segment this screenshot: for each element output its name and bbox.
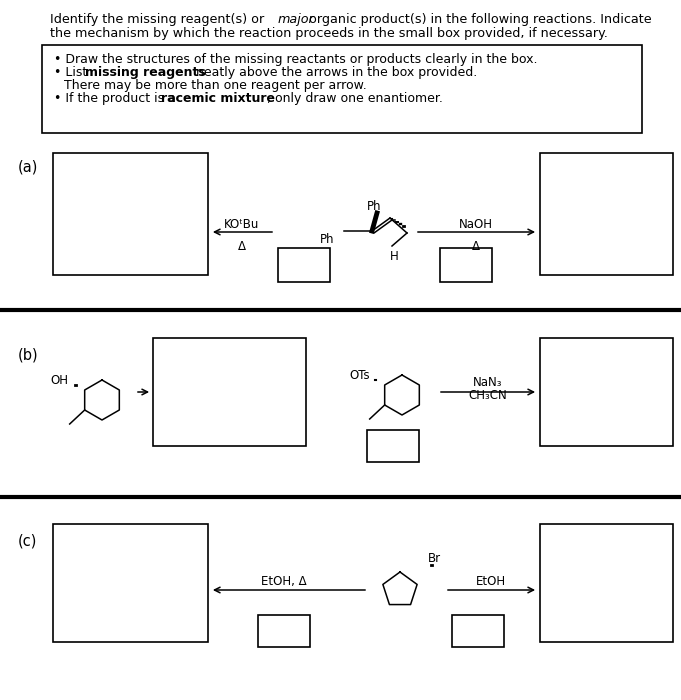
Text: (a): (a) bbox=[18, 160, 38, 175]
Text: organic product(s) in the following reactions. Indicate: organic product(s) in the following reac… bbox=[305, 13, 652, 26]
Text: Br: Br bbox=[428, 552, 441, 565]
Text: Δ: Δ bbox=[472, 240, 480, 253]
Text: OTs: OTs bbox=[349, 369, 370, 382]
Text: NaOH: NaOH bbox=[459, 218, 493, 231]
Bar bbox=[153, 338, 306, 446]
Text: Ph: Ph bbox=[320, 233, 334, 246]
Text: (c): (c) bbox=[18, 534, 37, 549]
Text: • If the product is a: • If the product is a bbox=[54, 92, 180, 105]
Text: KOᵗBu: KOᵗBu bbox=[224, 218, 259, 231]
Bar bbox=[540, 153, 673, 275]
Bar bbox=[540, 338, 673, 446]
Text: major: major bbox=[278, 13, 315, 26]
Text: EtOH: EtOH bbox=[476, 575, 506, 588]
Text: • List: • List bbox=[54, 66, 91, 79]
Text: the mechanism by which the reaction proceeds in the small box provided, if neces: the mechanism by which the reaction proc… bbox=[50, 27, 608, 40]
Bar bbox=[540, 524, 673, 642]
Text: racemic mixture: racemic mixture bbox=[161, 92, 275, 105]
Text: There may be more than one reagent per arrow.: There may be more than one reagent per a… bbox=[64, 79, 367, 92]
Bar bbox=[53, 153, 208, 275]
Bar bbox=[452, 615, 504, 647]
Text: OH: OH bbox=[50, 374, 68, 387]
Text: • Draw the structures of the missing reactants or products clearly in the box.: • Draw the structures of the missing rea… bbox=[54, 53, 537, 66]
Text: Δ: Δ bbox=[238, 240, 246, 253]
Bar bbox=[42, 45, 642, 133]
Text: Identify the missing reagent(s) or: Identify the missing reagent(s) or bbox=[50, 13, 268, 26]
Text: NaN₃: NaN₃ bbox=[473, 376, 503, 389]
Text: missing reagents: missing reagents bbox=[85, 66, 206, 79]
Text: neatly above the arrows in the box provided.: neatly above the arrows in the box provi… bbox=[192, 66, 477, 79]
Text: (b): (b) bbox=[18, 348, 39, 363]
Bar bbox=[53, 524, 208, 642]
Text: , only draw one enantiomer.: , only draw one enantiomer. bbox=[267, 92, 443, 105]
Bar bbox=[367, 430, 419, 462]
Text: Ph: Ph bbox=[367, 200, 381, 213]
Text: CH₃CN: CH₃CN bbox=[469, 389, 507, 402]
Text: H: H bbox=[390, 250, 399, 263]
Bar bbox=[258, 615, 310, 647]
Text: EtOH, Δ: EtOH, Δ bbox=[262, 575, 307, 588]
Bar bbox=[278, 248, 330, 282]
Bar bbox=[440, 248, 492, 282]
